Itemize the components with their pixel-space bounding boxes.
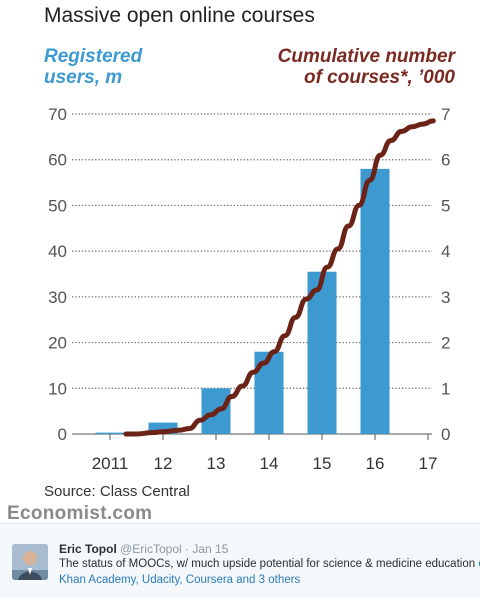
tweet-text: The status of MOOCs, w/ much upside pote… — [59, 558, 476, 570]
bar — [360, 168, 390, 434]
tweet-text-line: The status of MOOCs, w/ much upside pote… — [59, 558, 480, 570]
right-tick-label: 3 — [441, 288, 450, 307]
left-tick-label: 20 — [48, 334, 67, 353]
right-axis-title: Cumulative number of courses*, ’000 — [278, 46, 455, 88]
right-tick-label: 4 — [441, 242, 450, 261]
source-note: Source: Class Central — [44, 483, 190, 500]
right-axis-title-line-2: of courses*, ’000 — [303, 67, 455, 88]
left-axis-title-line-1: Registered — [44, 46, 143, 67]
left-axis-title-line-2: users, m — [44, 67, 123, 88]
bar — [307, 271, 337, 434]
right-tick-label: 1 — [441, 379, 450, 398]
right-tick-label: 0 — [441, 425, 450, 444]
right-axis-title-line-1: Cumulative number — [277, 46, 455, 67]
tweet-author-handle[interactable]: @EricTopol — [120, 542, 182, 556]
left-tick-label: 40 — [48, 242, 67, 261]
left-tick-label: 0 — [58, 425, 67, 444]
left-tick-label: 50 — [48, 196, 67, 215]
x-tick-label: 2011 — [92, 454, 129, 473]
chart-plot: 0 0 10 1 20 2 30 3 40 4 50 5 60 6 70 7 2011 12 13 14 15 16 17 — [48, 105, 450, 473]
left-tick-label: 30 — [48, 288, 67, 307]
bar — [95, 432, 125, 434]
tweet-truncated-link[interactable]: e — [478, 558, 480, 570]
right-tick-label: 7 — [441, 105, 450, 124]
right-tick-label: 5 — [441, 196, 450, 215]
series-line-courses — [123, 118, 436, 437]
tweet-author-name[interactable]: Eric Topol — [59, 542, 117, 556]
left-tick-label: 70 — [48, 105, 67, 124]
tweet[interactable]: Eric Topol @EricTopol · Jan 15 The statu… — [0, 523, 480, 597]
x-tick-label: 16 — [366, 454, 385, 473]
chart-title: Massive open online courses — [44, 4, 315, 27]
publisher-logo: Economist.com — [7, 503, 153, 524]
left-tick-label: 60 — [48, 151, 67, 170]
x-tick-label: 13 — [207, 454, 226, 473]
tweet-header: Eric Topol @EricTopol · Jan 15 — [59, 542, 228, 556]
tweet-separator: · — [185, 542, 190, 556]
right-tick-label: 2 — [441, 334, 450, 353]
avatar[interactable] — [12, 544, 48, 580]
x-tick-label: 14 — [260, 454, 279, 473]
x-tick-label: 17 — [419, 454, 438, 473]
left-tick-label: 10 — [48, 379, 67, 398]
avatar-image — [12, 544, 48, 580]
chart-card: Massive open online courses Registered u… — [7, 4, 455, 524]
left-axis-title: Registered users, m — [44, 46, 142, 88]
bar — [148, 422, 178, 434]
x-tick-label: 12 — [154, 454, 173, 473]
right-tick-label: 6 — [441, 151, 450, 170]
tweet-date[interactable]: Jan 15 — [192, 542, 229, 556]
tweet-mentions[interactable]: Khan Academy, Udacity, Coursera and 3 ot… — [59, 574, 301, 586]
x-tick-label: 15 — [313, 454, 332, 473]
